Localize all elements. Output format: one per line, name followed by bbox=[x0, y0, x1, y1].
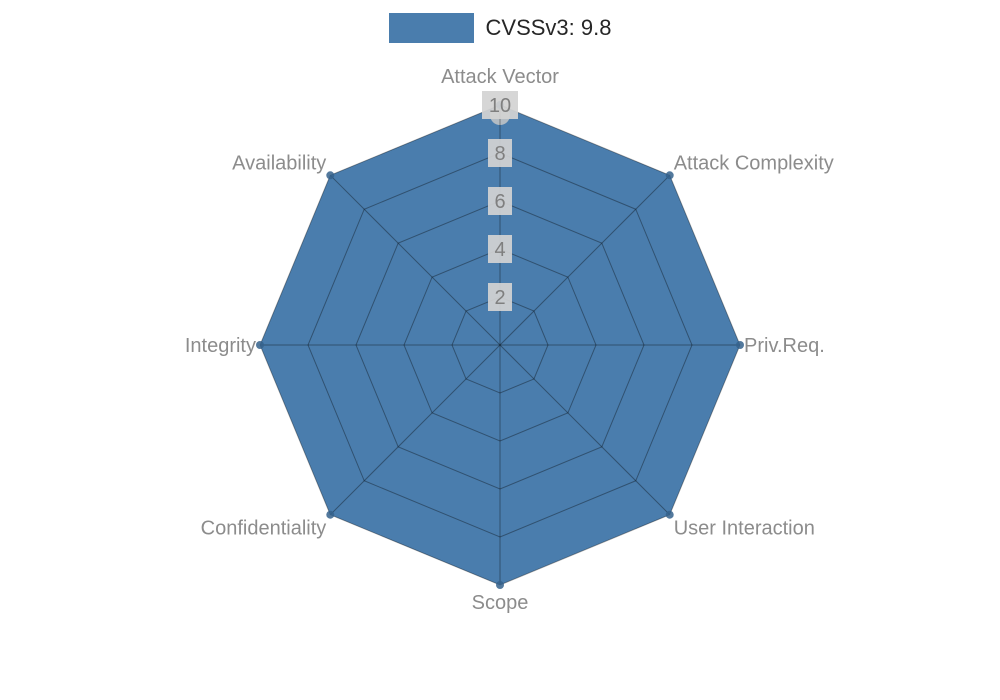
axis-label: Confidentiality bbox=[201, 518, 327, 540]
tick-label: 2 bbox=[494, 287, 505, 309]
tick-label: 4 bbox=[494, 239, 505, 261]
legend: CVSSv3: 9.8 bbox=[0, 13, 1000, 43]
axis-label: Availability bbox=[232, 152, 326, 174]
grid-ring bbox=[307, 152, 693, 538]
grid-spoke bbox=[499, 344, 671, 516]
grid-spoke bbox=[329, 344, 501, 516]
tick-label-bg bbox=[488, 283, 512, 311]
vertex-marker bbox=[665, 510, 674, 519]
series-area bbox=[260, 105, 740, 585]
tick-label-bg bbox=[488, 187, 512, 215]
tick-label-bg bbox=[482, 91, 518, 119]
vertex-marker bbox=[736, 341, 744, 349]
vertex-marker bbox=[665, 171, 674, 180]
vertex-marker bbox=[256, 341, 264, 349]
grid-ring bbox=[403, 248, 597, 442]
axis-label: User Interaction bbox=[674, 518, 815, 540]
tick-label-bg bbox=[488, 139, 512, 167]
grid-spoke bbox=[499, 174, 671, 346]
tick-label: 6 bbox=[494, 191, 505, 213]
tick-label-bg bbox=[488, 235, 512, 263]
axis-label: Integrity bbox=[185, 335, 256, 357]
legend-swatch bbox=[388, 13, 474, 43]
axis-label: Attack Complexity bbox=[674, 152, 834, 174]
tick-label: 10 bbox=[489, 95, 511, 117]
legend-label: CVSSv3: 9.8 bbox=[485, 15, 612, 40]
axis-label: Scope bbox=[472, 592, 529, 614]
vertex-marker bbox=[326, 171, 335, 180]
tick-label: 8 bbox=[494, 143, 505, 165]
vertex-marker bbox=[326, 510, 335, 519]
axis-label: Priv.Req. bbox=[744, 335, 825, 357]
axis-label: Attack Vector bbox=[441, 66, 559, 88]
grid-spoke bbox=[329, 174, 501, 346]
vertex-marker bbox=[496, 581, 504, 589]
grid-ring bbox=[355, 200, 645, 490]
grid-ring bbox=[451, 296, 549, 394]
